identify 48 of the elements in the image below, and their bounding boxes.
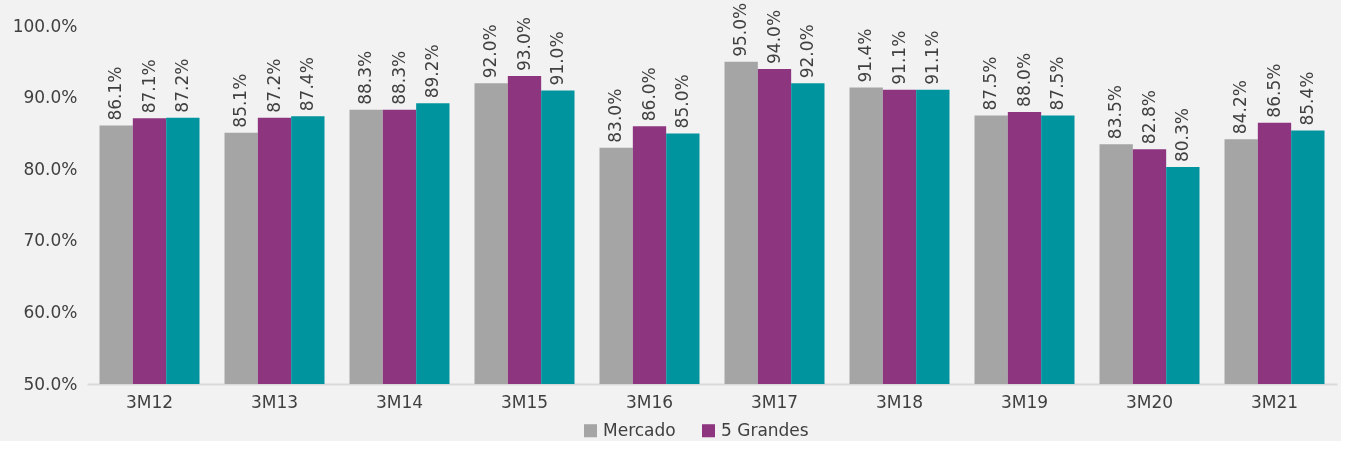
data-label: 94.0% — [763, 9, 784, 64]
data-label: 82.8% — [1138, 90, 1159, 145]
data-label: 89.2% — [421, 44, 442, 99]
data-label: 92.0% — [480, 24, 501, 79]
x-tick-label: 3M16 — [625, 391, 674, 412]
data-label: 86.0% — [638, 67, 659, 122]
data-label: 87.2% — [263, 58, 284, 113]
legend-label: Mercado — [603, 419, 676, 440]
data-label: 88.3% — [388, 50, 409, 105]
data-label: 83.0% — [605, 88, 626, 143]
data-label: 85.1% — [230, 73, 251, 128]
y-tick-label: 60.0% — [23, 301, 78, 322]
data-label: 87.5% — [1046, 56, 1067, 111]
data-label: 88.0% — [1013, 52, 1034, 107]
data-label: 87.4% — [296, 57, 317, 112]
data-label: 87.5% — [980, 56, 1001, 111]
data-label: 84.2% — [1230, 80, 1251, 135]
data-label: 91.1% — [888, 30, 909, 85]
x-tick-label: 3M12 — [125, 391, 174, 412]
x-tick-label: 3M17 — [750, 391, 799, 412]
data-label: 83.5% — [1105, 85, 1126, 140]
data-label: 91.4% — [855, 28, 876, 83]
x-tick-label: 3M21 — [1250, 391, 1299, 412]
y-tick-label: 100.0% — [12, 15, 78, 36]
y-tick-label: 80.0% — [23, 158, 78, 179]
data-label: 85.4% — [1296, 71, 1317, 126]
y-tick-label: 50.0% — [23, 373, 78, 394]
x-tick-label: 3M18 — [875, 391, 924, 412]
x-tick-label: 3M14 — [375, 391, 424, 412]
data-label: 86.1% — [105, 66, 126, 121]
data-label: 93.0% — [513, 17, 534, 72]
data-label: 80.3% — [1171, 108, 1192, 163]
data-label: 85.0% — [671, 74, 692, 129]
data-label: 86.5% — [1263, 63, 1284, 118]
x-tick-label: 3M13 — [250, 391, 299, 412]
x-tick-label: 3M20 — [1125, 391, 1174, 412]
data-label: 87.1% — [138, 59, 159, 114]
data-label: 91.0% — [546, 31, 567, 86]
data-label: 92.0% — [796, 24, 817, 79]
x-tick-label: 3M19 — [1000, 391, 1049, 412]
data-label: 88.3% — [355, 50, 376, 105]
y-tick-label: 70.0% — [23, 230, 78, 251]
x-tick-label: 3M15 — [500, 391, 549, 412]
data-label: 87.2% — [171, 58, 192, 113]
legend-label: 5 Grandes — [721, 419, 809, 440]
data-label: 91.1% — [921, 30, 942, 85]
y-tick-label: 90.0% — [23, 87, 78, 108]
data-label: 95.0% — [730, 2, 751, 57]
